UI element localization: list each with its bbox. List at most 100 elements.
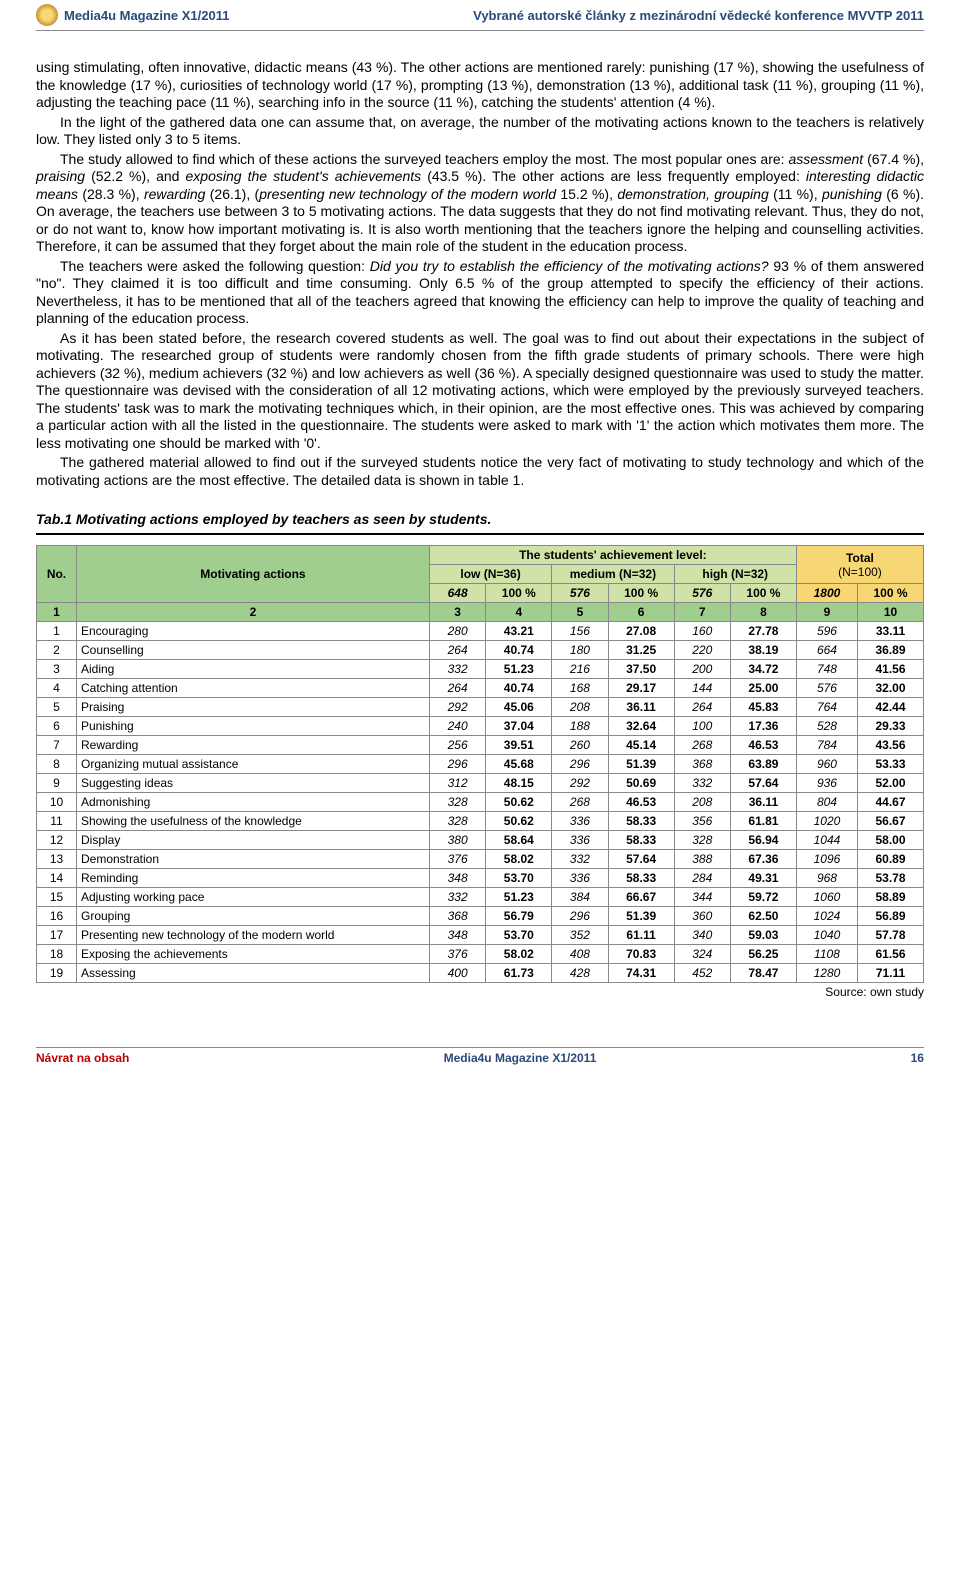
cell-value: 388 — [674, 850, 730, 869]
cell-action: Organizing mutual assistance — [76, 755, 429, 774]
cell-value: 60.89 — [858, 850, 924, 869]
cell-value: 1096 — [796, 850, 857, 869]
cell-value: 41.56 — [858, 660, 924, 679]
cell-value: 61.81 — [731, 812, 797, 831]
col-num: 4 — [486, 603, 552, 622]
table-row: 13Demonstration37658.0233257.6438867.361… — [37, 850, 924, 869]
th-med: medium (N=32) — [552, 565, 674, 584]
cell-value: 27.08 — [608, 622, 674, 641]
cell-no: 18 — [37, 945, 77, 964]
cell-action: Assessing — [76, 964, 429, 983]
cell-action: Counselling — [76, 641, 429, 660]
cell-value: 58.33 — [608, 812, 674, 831]
cell-value: 29.33 — [858, 717, 924, 736]
cell-value: 37.04 — [486, 717, 552, 736]
cell-value: 268 — [674, 736, 730, 755]
cell-value: 42.44 — [858, 698, 924, 717]
cell-value: 48.15 — [486, 774, 552, 793]
cell-value: 40.74 — [486, 641, 552, 660]
cell-value: 220 — [674, 641, 730, 660]
cell-value: 384 — [552, 888, 608, 907]
table-source: Source: own study — [36, 985, 924, 999]
footer-mid: Media4u Magazine X1/2011 — [444, 1051, 597, 1065]
cell-value: 45.68 — [486, 755, 552, 774]
cell-value: 284 — [674, 869, 730, 888]
text-italic: praising — [36, 168, 91, 184]
cell-value: 29.17 — [608, 679, 674, 698]
th-sum: 100 % — [858, 584, 924, 603]
cell-value: 264 — [429, 641, 485, 660]
cell-value: 360 — [674, 907, 730, 926]
footer: Návrat na obsah Media4u Magazine X1/2011… — [36, 1047, 924, 1065]
text-italic: exposing the student's achievements — [186, 168, 428, 184]
cell-value: 348 — [429, 869, 485, 888]
cell-value: 340 — [674, 926, 730, 945]
cell-value: 52.00 — [858, 774, 924, 793]
cell-value: 664 — [796, 641, 857, 660]
cell-value: 160 — [674, 622, 730, 641]
cell-value: 168 — [552, 679, 608, 698]
cell-no: 16 — [37, 907, 77, 926]
th-sum: 576 — [674, 584, 730, 603]
cell-value: 51.39 — [608, 755, 674, 774]
cell-value: 596 — [796, 622, 857, 641]
cell-value: 1108 — [796, 945, 857, 964]
cell-value: 156 — [552, 622, 608, 641]
th-no: No. — [37, 546, 77, 603]
cell-value: 33.11 — [858, 622, 924, 641]
para-1: using stimulating, often innovative, did… — [36, 59, 924, 112]
table-row: 16Grouping36856.7929651.3936062.50102456… — [37, 907, 924, 926]
cell-no: 3 — [37, 660, 77, 679]
cell-value: 280 — [429, 622, 485, 641]
cell-value: 1020 — [796, 812, 857, 831]
cell-value: 53.70 — [486, 926, 552, 945]
cell-value: 17.36 — [731, 717, 797, 736]
cell-value: 32.64 — [608, 717, 674, 736]
return-link[interactable]: Návrat na obsah — [36, 1051, 129, 1065]
cell-value: 61.73 — [486, 964, 552, 983]
cell-value: 296 — [552, 755, 608, 774]
cell-value: 1280 — [796, 964, 857, 983]
table-caption: Tab.1 Motivating actions employed by tea… — [36, 511, 924, 527]
cell-value: 59.03 — [731, 926, 797, 945]
cell-no: 15 — [37, 888, 77, 907]
cell-value: 58.02 — [486, 850, 552, 869]
cell-value: 56.94 — [731, 831, 797, 850]
cell-value: 332 — [429, 888, 485, 907]
text: (52.2 %), and — [91, 168, 185, 184]
cell-value: 1060 — [796, 888, 857, 907]
cell-value: 58.33 — [608, 869, 674, 888]
cell-value: 61.56 — [858, 945, 924, 964]
page-number: 16 — [911, 1051, 924, 1065]
cell-value: 336 — [552, 831, 608, 850]
col-num: 3 — [429, 603, 485, 622]
para-5: As it has been stated before, the resear… — [36, 330, 924, 453]
cell-value: 58.64 — [486, 831, 552, 850]
cell-value: 804 — [796, 793, 857, 812]
cell-value: 53.70 — [486, 869, 552, 888]
cell-value: 1040 — [796, 926, 857, 945]
table-row: 2Counselling26440.7418031.2522038.196643… — [37, 641, 924, 660]
cell-no: 1 — [37, 622, 77, 641]
table-row: 10Admonishing32850.6226846.5320836.11804… — [37, 793, 924, 812]
text: (26.1), ( — [210, 186, 259, 202]
text-italic: Did you try to establish the efficiency … — [370, 258, 774, 274]
th-sum: 576 — [552, 584, 608, 603]
table-row: 19Assessing40061.7342874.3145278.4712807… — [37, 964, 924, 983]
cell-no: 7 — [37, 736, 77, 755]
cell-value: 58.89 — [858, 888, 924, 907]
table-row: 15Adjusting working pace33251.2338466.67… — [37, 888, 924, 907]
cell-value: 344 — [674, 888, 730, 907]
th-high: high (N=32) — [674, 565, 796, 584]
cell-value: 264 — [429, 679, 485, 698]
cell-value: 208 — [552, 698, 608, 717]
cell-action: Presenting new technology of the modern … — [76, 926, 429, 945]
cell-value: 188 — [552, 717, 608, 736]
cell-value: 61.11 — [608, 926, 674, 945]
cell-action: Exposing the achievements — [76, 945, 429, 964]
th-sum: 1800 — [796, 584, 857, 603]
cell-value: 936 — [796, 774, 857, 793]
cell-value: 452 — [674, 964, 730, 983]
cell-value: 78.47 — [731, 964, 797, 983]
cell-value: 59.72 — [731, 888, 797, 907]
